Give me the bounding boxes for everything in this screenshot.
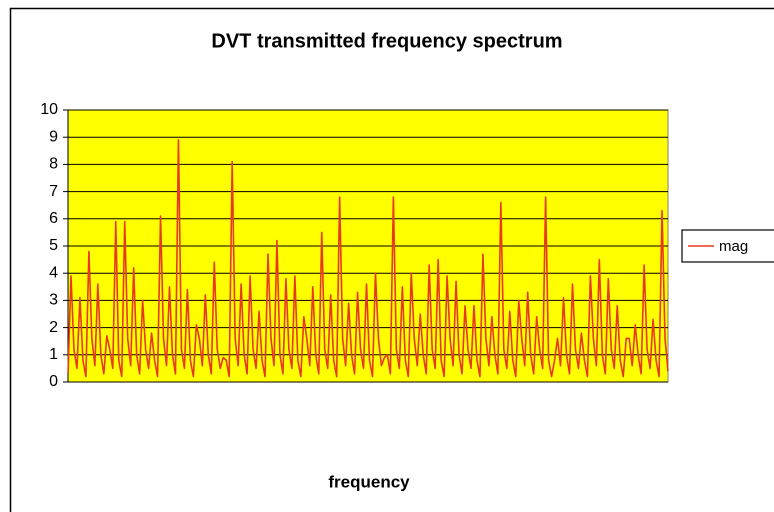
y-tick-label: 6 xyxy=(49,210,58,227)
y-tick-label: 4 xyxy=(49,264,58,281)
y-tick-label: 10 xyxy=(40,101,58,118)
y-tick-label: 2 xyxy=(49,319,58,336)
legend-label: mag xyxy=(719,238,748,255)
y-tick-label: 1 xyxy=(49,346,58,363)
y-tick-label: 0 xyxy=(49,373,58,390)
y-tick-label: 5 xyxy=(49,237,58,254)
y-tick-label: 7 xyxy=(49,183,58,200)
x-axis-label: frequency xyxy=(328,472,410,491)
y-tick-label: 8 xyxy=(49,156,58,173)
y-tick-label: 9 xyxy=(49,128,58,145)
y-tick-label: 3 xyxy=(49,292,58,309)
chart-title: DVT transmitted frequency spectrum xyxy=(211,30,562,52)
data-line xyxy=(67,139,669,378)
